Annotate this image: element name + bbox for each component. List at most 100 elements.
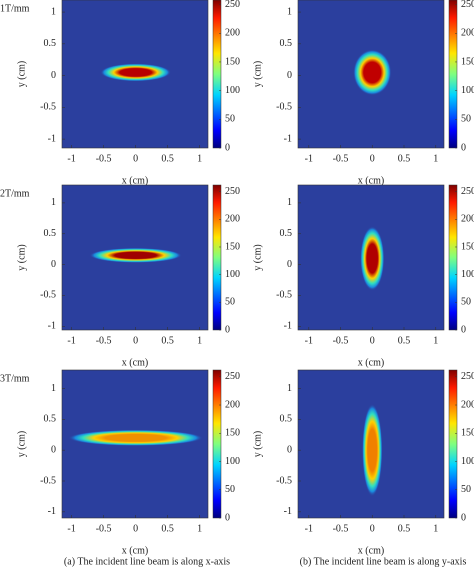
colorbar-tick-label: 250 [225, 371, 240, 382]
x-tick-label: -1 [67, 335, 75, 346]
plot-frame [297, 184, 445, 331]
colorbar-tick-label: 250 [225, 186, 240, 197]
y-axis-label: y (cm) [252, 61, 263, 87]
x-axis-label: x (cm) [122, 175, 148, 186]
y-tick-label: -1 [284, 133, 292, 144]
colorbar-tick-label: 150 [461, 241, 474, 252]
y-tick-label: -1 [284, 321, 292, 332]
x-tick-label: 1 [197, 335, 202, 346]
y-axis-label: y (cm) [16, 61, 27, 87]
y-tick-label: -0.5 [276, 475, 292, 486]
x-tick-label: -0.5 [333, 335, 349, 346]
x-tick-label: -0.5 [96, 523, 112, 534]
colorbar-tick-label: 200 [461, 214, 474, 225]
colorbar-tick-label: 50 [225, 297, 235, 308]
y-tick-label: 1 [287, 6, 292, 17]
plot-frame [61, 184, 209, 331]
y-tick-label: 1 [51, 197, 56, 208]
x-axis-label: x (cm) [358, 357, 384, 368]
colorbar-tick-label: 150 [461, 56, 474, 67]
colorbar-tick-label: 200 [225, 214, 240, 225]
colorbar-tick-label: 50 [461, 484, 471, 495]
colorbar-tick-label: 50 [461, 297, 471, 308]
x-tick-label: 0 [370, 335, 375, 346]
colorbar-tick-label: 100 [461, 456, 474, 467]
colorbar-tick-label: 100 [461, 85, 474, 96]
row-label: 1T/mm [0, 3, 30, 14]
y-tick-label: 0.5 [280, 38, 293, 49]
y-tick-label: 1 [287, 383, 292, 394]
x-axis-label: x (cm) [358, 545, 384, 556]
y-tick-label: 0 [287, 70, 292, 81]
y-tick-label: 0.5 [44, 414, 57, 425]
row-label: 2T/mm [0, 188, 30, 199]
colorbar-tick-label: 0 [461, 324, 466, 335]
colorbar-tick-label: 200 [225, 28, 240, 39]
x-tick-label: 0 [133, 523, 138, 534]
x-tick-label: 0 [370, 523, 375, 534]
colorbar-tick-label: 200 [461, 399, 474, 410]
x-axis-label: x (cm) [358, 175, 384, 186]
colorbar-tick-label: 100 [225, 269, 240, 280]
y-tick-label: -1 [48, 506, 56, 517]
y-axis-label: y (cm) [16, 244, 27, 270]
x-tick-label: 0 [133, 335, 138, 346]
x-tick-label: 0 [370, 153, 375, 164]
y-tick-label: 0 [51, 444, 56, 455]
y-tick-label: 0.5 [44, 228, 57, 239]
row-label: 3T/mm [0, 373, 30, 384]
x-tick-label: -1 [67, 523, 75, 534]
x-tick-label: -0.5 [96, 153, 112, 164]
y-axis-label: y (cm) [252, 431, 263, 457]
y-axis-label: y (cm) [252, 244, 263, 270]
colorbar-tick-label: 150 [225, 428, 240, 439]
plot-frame [61, 369, 209, 519]
y-tick-label: 0 [51, 259, 56, 270]
colorbar-tick-label: 250 [461, 371, 474, 382]
y-tick-label: 0 [51, 70, 56, 81]
x-tick-label: 1 [433, 523, 438, 534]
colorbar [448, 369, 458, 519]
y-tick-label: 0 [287, 444, 292, 455]
colorbar-tick-label: 50 [461, 114, 471, 125]
y-tick-label: 0 [287, 259, 292, 270]
colorbar-tick-label: 150 [225, 241, 240, 252]
x-tick-label: 0.5 [161, 523, 174, 534]
beam-spot [362, 403, 383, 497]
colorbar-tick-label: 50 [225, 114, 235, 125]
colorbar-tick-label: 100 [225, 85, 240, 96]
colorbar [212, 0, 222, 149]
y-tick-label: -0.5 [40, 475, 56, 486]
x-tick-label: -0.5 [333, 523, 349, 534]
colorbar-tick-label: 0 [461, 512, 466, 523]
beam-spot [100, 63, 171, 82]
colorbar [212, 369, 222, 519]
x-tick-label: 0.5 [161, 153, 174, 164]
colorbar-tick-label: 250 [461, 0, 474, 10]
colorbar-tick-label: 0 [225, 512, 230, 523]
x-tick-label: -1 [305, 335, 313, 346]
y-tick-label: 0.5 [44, 38, 57, 49]
y-tick-label: 1 [51, 383, 56, 394]
y-tick-label: 0.5 [280, 414, 293, 425]
x-tick-label: -1 [67, 153, 75, 164]
x-tick-label: -1 [305, 153, 313, 164]
y-tick-label: -0.5 [276, 290, 292, 301]
x-tick-label: 0.5 [161, 335, 174, 346]
x-axis-label: x (cm) [122, 545, 148, 556]
colorbar-tick-label: 100 [461, 269, 474, 280]
x-tick-label: 0.5 [398, 523, 411, 534]
colorbar-tick-label: 150 [461, 428, 474, 439]
y-tick-label: -0.5 [276, 102, 292, 113]
colorbar-tick-label: 250 [461, 186, 474, 197]
x-tick-label: 1 [197, 523, 202, 534]
x-tick-label: 0.5 [398, 335, 411, 346]
y-tick-label: -0.5 [40, 102, 56, 113]
x-tick-label: -0.5 [333, 153, 349, 164]
colorbar-tick-label: 200 [225, 399, 240, 410]
plot-frame [297, 0, 445, 149]
y-tick-label: -0.5 [40, 290, 56, 301]
y-tick-label: 1 [287, 197, 292, 208]
y-axis-label: y (cm) [16, 431, 27, 457]
y-tick-label: 0.5 [280, 228, 293, 239]
